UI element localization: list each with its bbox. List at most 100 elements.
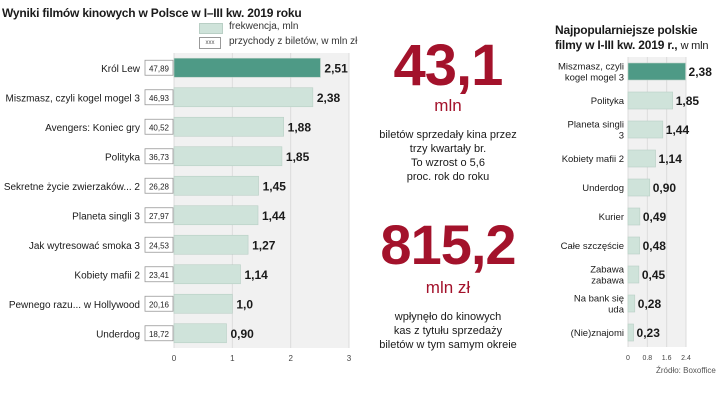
x-tick-label: 1: [230, 354, 235, 363]
value-bar: [627, 178, 651, 197]
right-chart-title-line: filmy w I-III kw. 2019 r., w mln: [555, 38, 709, 52]
category-label: Planeta singli 3: [72, 211, 140, 222]
value-label: 0,23: [637, 326, 661, 340]
category-label: Pewnego razu... w Hollywood: [9, 300, 140, 311]
legend-attendance-label: frekwencja, mln: [229, 21, 299, 32]
revenue-label: 23,41: [149, 271, 170, 280]
tickets-desc-line: To wzrost o 5,6: [411, 157, 485, 169]
x-tick-label: 2: [288, 354, 293, 363]
category-label: Underdog: [96, 329, 140, 340]
category-label: Zabawa: [590, 265, 625, 276]
revenue-box: [144, 236, 174, 253]
category-label: Miszmasz, czyli: [558, 62, 624, 73]
attendance-bar: [173, 293, 233, 314]
revenue-label: 36,73: [149, 153, 170, 162]
category-label: Sekretne życie zwierzaków... 2: [4, 182, 141, 193]
category-label: Avengers: Koniec gry: [45, 123, 140, 134]
attendance-value-label: 1,0: [236, 297, 253, 311]
attendance-bar: [173, 116, 284, 137]
revenue-desc-line: biletów w tym samym okreie: [379, 339, 517, 351]
value-label: 0,49: [643, 210, 667, 224]
left-bar-chart: 0 1 2 3 Król Lew 47,89 2,51 Miszmasz, czyli kog…: [4, 53, 352, 363]
category-label: Jak wytresować smoka 3: [29, 241, 141, 252]
source-note: Źródło: Boxoffice: [656, 366, 716, 375]
x-tick-label: 0: [626, 355, 630, 362]
tickets-desc-line: proc. rok do roku: [406, 171, 490, 183]
revenue-box: [144, 325, 174, 342]
legend-revenue-label: przychody z biletów, w mln zł: [229, 36, 358, 47]
value-label: 2,38: [689, 65, 713, 79]
tickets-desc-line: trzy kwartały br.: [409, 143, 487, 155]
x-tick-label: 2.4: [681, 355, 691, 362]
legend-attendance-swatch: [199, 23, 223, 34]
x-tick-label: 1.6: [662, 355, 672, 362]
revenue-value: 815,2: [380, 213, 516, 276]
right-chart-unit: w mln: [680, 40, 709, 52]
value-bar: [627, 120, 664, 139]
attendance-bar: [173, 57, 321, 78]
revenue-box: [144, 89, 174, 106]
revenue-description: wpłynęło do kinowych kas z tytułu sprzed…: [348, 310, 548, 352]
revenue-label: 18,72: [149, 330, 170, 339]
revenue-unit: mln zł: [425, 278, 471, 297]
category-label: Całe szczęście: [561, 241, 624, 252]
revenue-label: 24,53: [149, 241, 170, 250]
value-label: 1,85: [676, 94, 700, 108]
category-label: Polityka: [105, 152, 140, 163]
category-label: Na bank się: [574, 294, 624, 305]
attendance-value-label: 0,90: [231, 327, 255, 341]
tickets-description: biletów sprzedały kina przez trzy kwarta…: [348, 128, 548, 184]
revenue-label: 40,52: [149, 123, 170, 132]
revenue-box: [144, 148, 174, 165]
attendance-bar: [173, 87, 314, 108]
value-label: 1,14: [659, 152, 683, 166]
revenue-label: 47,89: [149, 64, 170, 73]
category-label: Kurier: [599, 212, 624, 223]
category-label: zabawa: [591, 276, 624, 287]
tickets-unit: mln: [434, 96, 462, 115]
x-tick-label: 3: [347, 354, 352, 363]
revenue-label: 26,28: [149, 182, 170, 191]
attendance-value-label: 1,27: [252, 238, 276, 252]
category-label: Underdog: [582, 183, 624, 194]
x-tick-label: 0.8: [642, 355, 652, 362]
attendance-value-label: 1,14: [245, 268, 269, 282]
category-label: Król Lew: [101, 64, 141, 75]
left-chart-title: Wyniki filmów kinowych w Polsce w I–III …: [2, 6, 302, 20]
value-bar: [627, 323, 634, 342]
attendance-bar: [173, 264, 241, 285]
legend-revenue-marker: xxx: [199, 37, 221, 49]
value-bar: [627, 62, 686, 81]
category-label: Polityka: [591, 96, 625, 107]
value-bar: [627, 294, 636, 313]
right-chart-title-line: Najpopularniejsze polskie: [555, 23, 698, 37]
revenue-label: 46,93: [149, 94, 170, 103]
attendance-bar: [173, 146, 283, 167]
revenue-label: 27,97: [149, 212, 170, 221]
category-label: Miszmasz, czyli kogel mogel 3: [6, 93, 141, 104]
attendance-bar: [173, 205, 259, 226]
value-bar: [627, 149, 656, 168]
value-label: 0,28: [638, 297, 662, 311]
attendance-value-label: 2,38: [317, 91, 341, 105]
revenue-desc-line: kas z tytułu sprzedaży: [393, 325, 503, 337]
attendance-value-label: 1,88: [288, 120, 312, 134]
value-label: 0,48: [643, 239, 667, 253]
revenue-box: [144, 295, 174, 312]
category-label: uda: [608, 305, 625, 316]
attendance-bar: [173, 175, 259, 196]
value-bar: [627, 207, 641, 226]
attendance-value-label: 1,85: [286, 150, 310, 164]
right-chart-title: Najpopularniejsze polskie filmy w I-III …: [555, 23, 708, 54]
category-label: 3: [619, 131, 624, 142]
category-label: kogel mogel 3: [565, 73, 624, 84]
category-label: Planeta singli: [567, 120, 624, 131]
category-label: (Nie)znajomi: [571, 328, 624, 339]
attendance-bar: [173, 234, 249, 255]
value-label: 0,90: [653, 181, 677, 195]
attendance-bar: [173, 323, 227, 344]
revenue-box: [144, 59, 174, 76]
attendance-value-label: 2,51: [324, 61, 348, 75]
revenue-box: [144, 207, 174, 224]
